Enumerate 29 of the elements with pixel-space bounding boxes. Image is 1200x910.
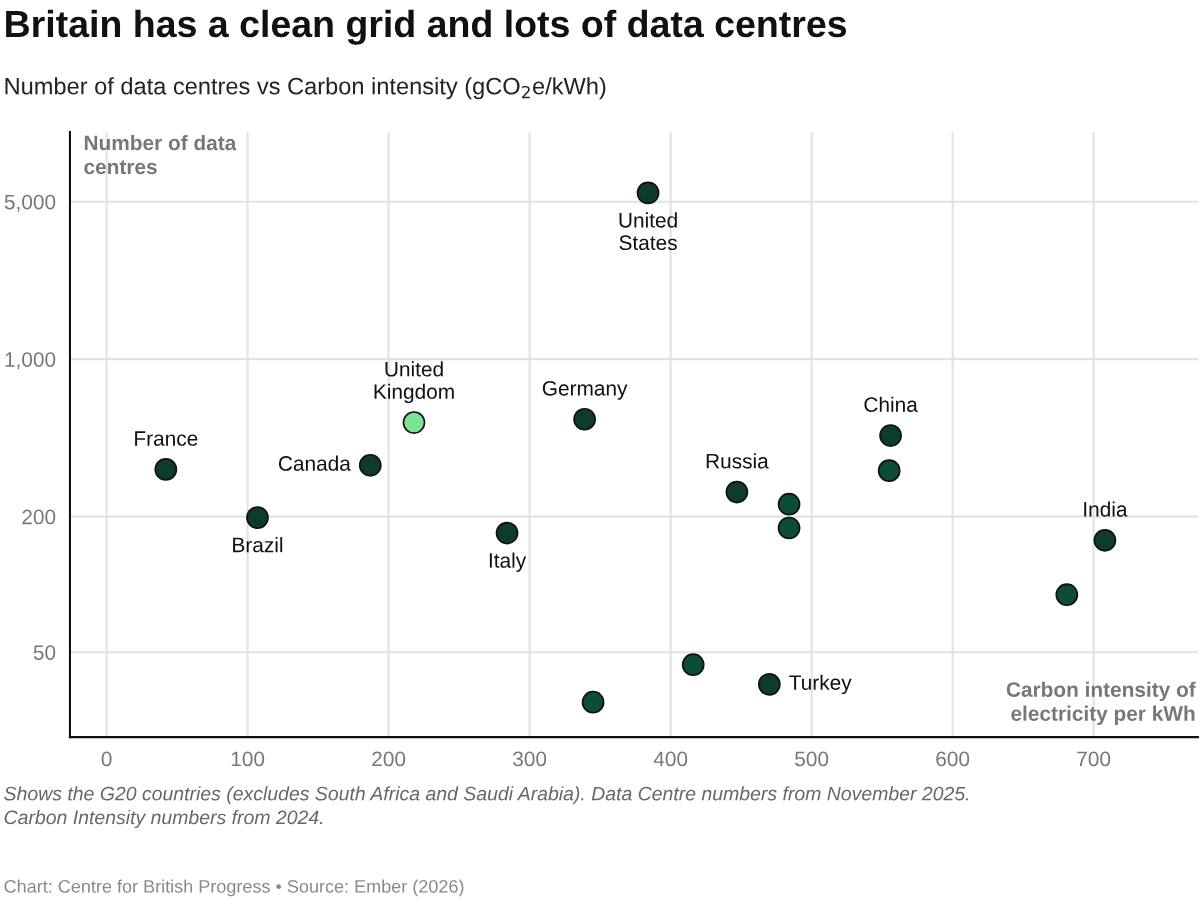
chart-subtitle: Number of data centres vs Carbon intensity (gCO$_{2}$e/kWh): [5, 77, 606, 100]
annotation: United Kingdom: [374, 361, 454, 404]
text: Shows the G20 countries (excludes South Africa and Saudi Arabia). Data Centre numbers from November 2025. Carbon Intensity numbers from 2024.: [4, 786, 969, 829]
x-tick-label: 600: [936, 751, 970, 767]
annotation: Italy: [489, 552, 527, 572]
x-tick-label: 400: [653, 751, 688, 767]
annotation: Russia: [706, 453, 769, 469]
annotation: Brazil: [233, 537, 283, 553]
y-tick-label: 200: [22, 509, 56, 525]
x-tick-label: 200: [372, 751, 406, 767]
annotation: Turkey: [789, 674, 852, 695]
annotation: Germany: [542, 380, 628, 400]
x-tick-label: 100: [231, 751, 265, 767]
x-tick-label: 0: [101, 751, 112, 767]
x-axis-title: Carbon intensity of electricity per kWh: [1006, 681, 1196, 725]
y-tick-label: 5,000: [4, 194, 56, 212]
x-tick-label: 700: [1077, 751, 1111, 767]
annotation: United States: [619, 212, 677, 251]
annotation: Canada: [278, 455, 351, 471]
annotation: France: [135, 431, 198, 446]
y-tick-label: 1,000: [5, 352, 56, 370]
text: Chart: Centre for British Progress • Source: Ember (2026): [4, 879, 464, 897]
y-tick-label: 50: [33, 645, 56, 660]
chart-title: Britain has a clean grid and lots of data centres: [6, 9, 847, 45]
x-tick-label: 300: [513, 751, 547, 767]
annotation: India: [1084, 501, 1128, 517]
x-tick-label: 500: [795, 751, 829, 767]
y-axis-title: Number of data centres: [84, 134, 237, 175]
annotation: China: [864, 396, 918, 412]
